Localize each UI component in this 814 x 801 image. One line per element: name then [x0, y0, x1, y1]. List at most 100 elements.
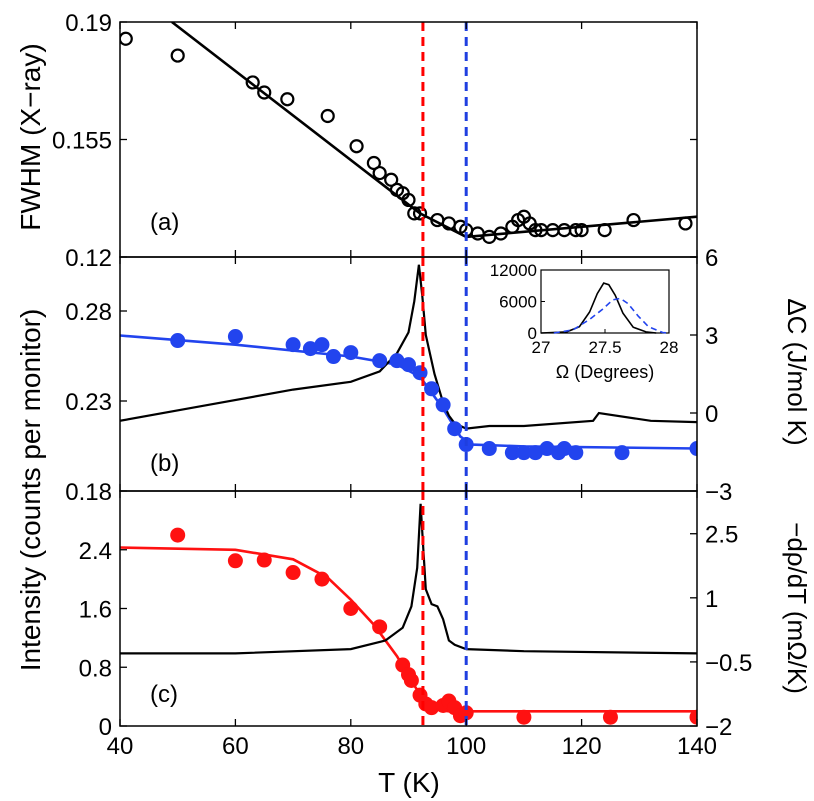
y2tick-label-c-2: 1: [705, 586, 718, 613]
data-point-a-5: [320, 108, 335, 124]
data-point-b-24: [689, 441, 697, 457]
ytick-label-a-2: 0.19: [65, 10, 112, 37]
inset-ytick-label-0: 0: [528, 324, 537, 343]
data-point-c-9: [403, 672, 419, 688]
data-point-b-6: [343, 345, 359, 361]
data-point-a-30: [568, 223, 583, 238]
data-point-a-19: [470, 226, 485, 241]
ytick-label-c-3: 2.4: [79, 538, 112, 565]
data-point-a-0: [120, 31, 133, 46]
data-point-b-0: [170, 333, 186, 349]
inset-box: [540, 269, 670, 334]
data-point-c-3: [285, 565, 301, 581]
data-point-a-14: [412, 206, 428, 221]
y2tick-label-c-1: −0.5: [705, 650, 752, 677]
data-point-a-4: [280, 92, 295, 107]
data-point-a-2: [245, 75, 260, 90]
inset-xtick-label-2: 28: [660, 338, 679, 357]
data-point-c-19: [602, 709, 618, 725]
data-point-c-2: [256, 552, 272, 568]
data-point-b-16: [504, 445, 520, 461]
data-point-b-18: [527, 445, 543, 461]
data-point-b-10: [412, 365, 428, 381]
data-point-a-26: [528, 223, 543, 238]
inset-xlabel: Ω (Degrees): [556, 362, 654, 382]
ytick-label-a-1: 0.155: [52, 128, 112, 155]
data-point-b-5: [325, 349, 341, 365]
ytick-label-c-1: 0.8: [79, 655, 112, 682]
inset-xtick-label-1: 27.5: [588, 338, 621, 357]
inset: 0 6000 12000 27 27.5 28 Ω (Degrees): [490, 261, 679, 382]
data-point-b-22: [568, 445, 584, 461]
y2tick-label-b-2: 3: [705, 323, 718, 350]
y2label-panel-b: ΔC (J/mol K): [782, 298, 812, 445]
data-point-a-21: [493, 226, 508, 241]
xtick-label-1: 60: [222, 733, 249, 760]
labels: FWHM (X−ray) Intensity (counts per monit…: [15, 43, 812, 798]
data-point-a-31: [574, 223, 589, 238]
data-point-c-5: [343, 601, 359, 616]
data-point-a-29: [557, 223, 572, 238]
ylabel-panel-a: FWHM (X−ray): [15, 43, 46, 230]
data-point-b-7: [372, 353, 388, 369]
data-point-b-17: [516, 445, 532, 461]
data-point-c-0: [170, 527, 186, 543]
data-point-a-13: [407, 206, 422, 221]
data-point-c-1: [227, 553, 243, 569]
data-layer-a: [120, 22, 697, 244]
data-point-b-8: [389, 353, 405, 369]
data-point-c-4: [314, 571, 330, 587]
ytick-label-c-0: 0: [99, 714, 112, 741]
ytick-label-c-2: 1.6: [79, 597, 112, 624]
inset-xtick-label-0: 27: [532, 338, 551, 357]
data-point-c-6: [372, 619, 388, 635]
data-point-b-9: [401, 357, 416, 373]
y2tick-label-c-0: −2: [705, 714, 732, 741]
xtick-label-4: 120: [562, 733, 602, 760]
data-point-b-15: [481, 441, 497, 457]
xtick-label-0: 40: [107, 733, 134, 760]
y2label-panel-c: −dρ/dT (mΩ/K): [782, 522, 812, 694]
data-point-c-17: [458, 705, 474, 721]
y2tick-label-b-0: −3: [705, 479, 732, 506]
series-line-a-1: [171, 22, 697, 239]
panel-b: 0.18 0.23 0.28 −3 0 3 6 (b) 0 6000 12000 27 27.5 28 Ω …: [65, 245, 732, 506]
axes-box-c: [119, 490, 698, 727]
data-point-b-13: [447, 421, 463, 437]
panels: 0.120.1550.19(a)0.180.230.28−3036(b)0600…: [52, 10, 752, 760]
xtick-label-5: 140: [677, 733, 717, 760]
panel-label-a: (a): [150, 209, 179, 236]
ytick-label-b-2: 0.28: [65, 299, 112, 326]
data-point-a-6: [349, 139, 364, 154]
inset-ytick-label-2: 12000: [490, 261, 537, 280]
data-point-b-21: [556, 441, 572, 457]
data-point-b-12: [435, 397, 451, 413]
series-line-b-2: [120, 264, 697, 430]
ytick-label-b-1: 0.23: [65, 389, 112, 416]
data-point-c-20: [689, 709, 697, 725]
data-point-a-33: [626, 212, 641, 228]
xtick-label-2: 80: [337, 733, 364, 760]
panel-a: 0.12 0.155 0.19 (a): [52, 10, 698, 272]
data-point-a-20: [482, 229, 497, 244]
data-point-c-12: [424, 700, 440, 716]
data-point-b-23: [614, 445, 630, 461]
data-point-b-1: [227, 329, 243, 345]
panel-label-c: (c): [150, 681, 178, 708]
data-layer-c: [120, 503, 697, 725]
data-point-b-19: [539, 441, 555, 457]
inset-ytick-label-1: 6000: [499, 293, 537, 312]
ylabel-intensity: Intensity (counts per monitor): [15, 309, 46, 672]
data-point-b-4: [314, 337, 330, 353]
y2tick-label-b-1: 0: [705, 401, 718, 428]
y2tick-label-c-3: 2.5: [705, 522, 738, 549]
data-point-a-12: [401, 192, 416, 208]
panel-c: 0 0.8 1.6 2.4 −2 −0.5 1 2.5 40 60 80 100 120 140 (c): [79, 490, 752, 760]
data-point-b-2: [285, 337, 301, 353]
data-point-b-3: [302, 341, 318, 357]
ytick-label-a-0: 0.12: [65, 245, 112, 272]
series-line-c-2: [120, 503, 697, 655]
data-point-a-34: [678, 216, 693, 231]
data-point-a-8: [372, 165, 387, 181]
